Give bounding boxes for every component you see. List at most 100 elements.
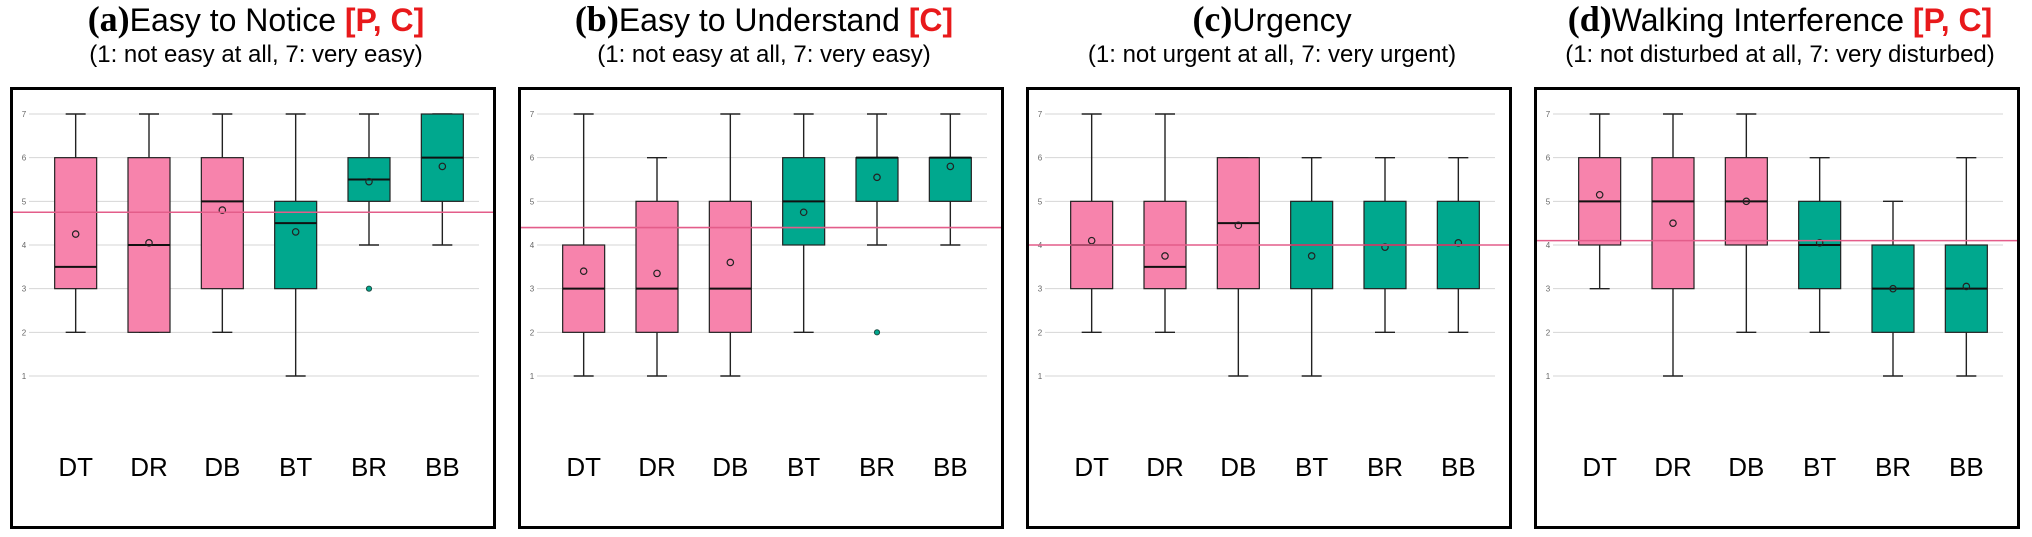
- chart-subtitle-d: (1: not disturbed at all, 7: very distur…: [1565, 41, 1995, 68]
- y-tick-label: 1: [22, 372, 27, 381]
- mean-marker: [365, 177, 373, 186]
- x-tick-label: DR: [638, 452, 676, 482]
- y-tick-label: 4: [1546, 241, 1551, 250]
- y-tick-label: 1: [1038, 372, 1043, 381]
- mean-marker: [946, 162, 955, 171]
- title-text: Urgency: [1232, 2, 1352, 38]
- chart-title-c: (c)Urgency: [1022, 0, 1522, 39]
- x-tick-label: BT: [787, 452, 820, 482]
- mean-marker: [653, 269, 661, 278]
- mean-marker: [873, 173, 881, 182]
- y-tick-label: 1: [530, 372, 535, 381]
- mean-marker: [1889, 284, 1897, 293]
- outlier-point: [873, 329, 881, 336]
- mean-marker: [71, 230, 80, 238]
- x-tick-label: DB: [204, 452, 240, 482]
- x-tick-label: BR: [1875, 452, 1911, 482]
- x-tick-label: DB: [1728, 452, 1764, 482]
- mean-marker: [1161, 252, 1169, 260]
- x-tick-label: BB: [933, 452, 968, 482]
- y-tick-label: 2: [530, 328, 535, 337]
- mean-marker: [145, 239, 153, 247]
- chart-panel-c: (c)Urgency (1: not urgent at all, 7: ver…: [1022, 0, 1522, 537]
- title-text: Easy to Notice: [129, 2, 336, 38]
- x-tick-label: BB: [1441, 452, 1476, 482]
- x-tick-label: BB: [425, 452, 460, 482]
- x-tick-label: BB: [1949, 452, 1984, 482]
- y-tick-label: 3: [530, 285, 535, 294]
- y-tick-label: 5: [1546, 197, 1551, 206]
- y-tick-label: 7: [1038, 110, 1043, 119]
- mean-marker: [438, 162, 447, 171]
- mean-marker: [1742, 197, 1751, 206]
- y-tick-label: 6: [22, 154, 27, 163]
- x-tick-label: DB: [1220, 452, 1256, 482]
- significance-tag: [P, C]: [344, 2, 425, 38]
- mean-marker: [218, 206, 227, 214]
- mean-marker: [1234, 221, 1243, 230]
- mean-marker: [291, 228, 300, 236]
- y-tick-label: 5: [530, 197, 535, 206]
- chart-subtitle-a: (1: not easy at all, 7: very easy): [89, 41, 423, 68]
- y-tick-label: 3: [1546, 285, 1551, 294]
- box-BT: [274, 200, 318, 290]
- box-DB: [708, 200, 752, 333]
- boxplot-b: 1 2 3 4 5 6 7 DT DR DB BT BR BB: [521, 110, 1001, 482]
- y-tick-label: 2: [1038, 328, 1043, 337]
- mean-marker: [579, 267, 588, 276]
- mean-marker: [1454, 239, 1463, 247]
- mean-marker: [799, 208, 808, 217]
- x-tick-label: BR: [1367, 452, 1403, 482]
- panel-letter: (c): [1192, 0, 1233, 39]
- box-DR: [1651, 157, 1695, 290]
- title-text: Easy to Understand: [618, 2, 900, 38]
- y-tick-label: 3: [1038, 285, 1043, 294]
- y-tick-label: 1: [1546, 372, 1551, 381]
- y-tick-label: 6: [1038, 154, 1043, 163]
- chart-title-b: (b)Easy to Understand [C]: [514, 0, 1014, 39]
- x-tick-label: DT: [566, 452, 601, 482]
- x-tick-label: DR: [1146, 452, 1184, 482]
- mean-marker: [1595, 190, 1604, 199]
- title-text: Walking Interference: [1611, 2, 1904, 38]
- y-tick-label: 7: [1546, 110, 1551, 119]
- mean-marker: [1669, 219, 1677, 227]
- mean-marker: [1815, 239, 1824, 247]
- x-tick-label: BR: [859, 452, 895, 482]
- significance-tag: [P, C]: [1912, 2, 1993, 38]
- x-tick-label: BT: [279, 452, 312, 482]
- chart-subtitle-b: (1: not easy at all, 7: very easy): [597, 41, 931, 68]
- box-DR: [635, 200, 679, 333]
- y-tick-label: 6: [1546, 154, 1551, 163]
- panel-letter: (b): [574, 0, 619, 39]
- mean-marker: [1962, 282, 1971, 291]
- x-tick-label: BR: [351, 452, 387, 482]
- chart-title-a: (a)Easy to Notice [P, C]: [6, 0, 506, 39]
- mean-marker: [1381, 243, 1389, 251]
- panel-letter: (a): [87, 0, 130, 39]
- y-tick-label: 6: [530, 154, 535, 163]
- outlier-point: [365, 285, 373, 292]
- mean-marker: [1087, 236, 1096, 245]
- chart-title-d: (d)Walking Interference [P, C]: [1530, 0, 2030, 39]
- x-tick-label: DR: [1654, 452, 1692, 482]
- significance-tag: [C]: [908, 2, 954, 38]
- y-tick-label: 2: [22, 328, 27, 337]
- chart-subtitle-c: (1: not urgent at all, 7: very urgent): [1087, 41, 1457, 68]
- chart-panel-d: (d)Walking Interference [P, C] (1: not d…: [1530, 0, 2030, 537]
- chart-panel-b: (b)Easy to Understand [C] (1: not easy a…: [514, 0, 1014, 537]
- mean-marker: [1307, 252, 1316, 260]
- x-tick-label: DT: [1582, 452, 1617, 482]
- boxplot-a: 1 2 3 4 5 6 7 DT DR DB BT BR BB: [13, 110, 493, 482]
- y-tick-label: 7: [22, 110, 27, 119]
- boxplot-d: 1 2 3 4 5 6 7 DT DR DB BT BR BB: [1537, 110, 2017, 482]
- x-tick-label: BT: [1803, 452, 1836, 482]
- y-tick-label: 5: [1038, 197, 1043, 206]
- mean-marker: [726, 258, 735, 267]
- x-tick-label: DT: [1074, 452, 1109, 482]
- y-tick-label: 7: [530, 110, 535, 119]
- x-tick-label: DB: [712, 452, 748, 482]
- x-tick-label: DR: [130, 452, 168, 482]
